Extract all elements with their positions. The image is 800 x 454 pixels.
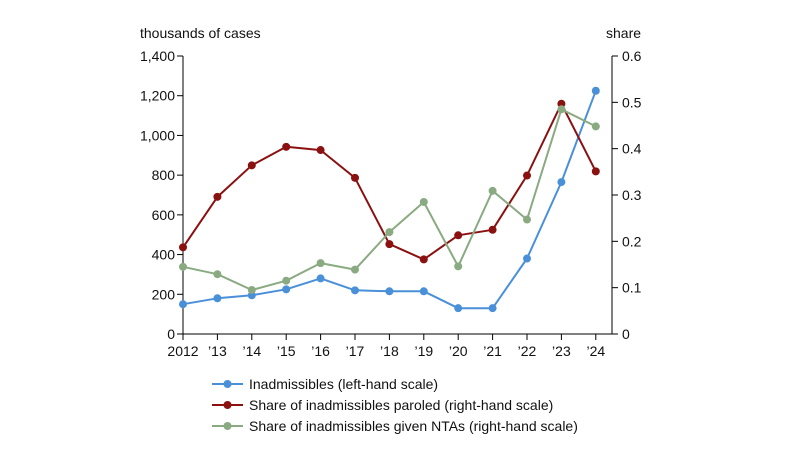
series-layer	[179, 86, 600, 313]
data-point	[351, 286, 359, 295]
legend-label: Share of inadmissibles paroled (right-ha…	[249, 397, 553, 413]
data-point	[591, 167, 600, 176]
data-point	[419, 255, 428, 264]
left-tick-label: 800	[152, 167, 176, 183]
data-point	[316, 274, 325, 283]
right-tick-label: 0.5	[622, 94, 642, 110]
right-tick-label: 0.4	[622, 141, 642, 157]
x-tick-label: ’21	[483, 343, 502, 359]
data-point	[247, 285, 256, 294]
x-tick-label: ’23	[552, 343, 571, 359]
x-tick-label: ’18	[380, 343, 399, 359]
series-3	[179, 105, 600, 294]
data-point	[419, 287, 428, 296]
data-point	[557, 99, 566, 108]
data-point	[247, 161, 256, 170]
x-tick-label: ’14	[242, 343, 261, 359]
data-point	[351, 173, 359, 182]
x-tick-label: ’15	[277, 343, 296, 359]
data-point	[454, 262, 463, 271]
data-point	[523, 254, 531, 263]
data-point	[351, 265, 359, 274]
data-point	[179, 262, 187, 271]
data-point	[179, 300, 187, 309]
right-tick-label: 0.2	[622, 233, 642, 249]
left-axis-title: thousands of cases	[140, 25, 261, 41]
data-point	[179, 243, 187, 252]
left-tick-label: 200	[152, 286, 176, 302]
x-tick-label: ’13	[208, 343, 227, 359]
x-tick-label: ’22	[518, 343, 537, 359]
x-tick-label: ’24	[586, 343, 605, 359]
right-tick-label: 0.1	[622, 280, 642, 296]
x-axis-ticks: 2012 ’13 ’14 ’15 ’16 ’17 ’18 ’19 ’20 ’21 ’22 ’23 ’24	[167, 334, 605, 359]
legend-item: Inadmissibles (left-hand scale)	[212, 376, 438, 392]
legend-swatch-marker	[223, 422, 232, 430]
left-axis-ticks: 0 200 400 600 800 1,000 1,200 1,400	[140, 48, 183, 342]
series-2	[179, 99, 600, 264]
data-point	[213, 270, 222, 279]
legend-label: Share of inadmissibles given NTAs (right…	[249, 418, 578, 434]
data-point	[282, 142, 291, 151]
right-axis-ticks: 0 0.1 0.2 0.3 0.4 0.5 0.6	[612, 48, 642, 342]
data-point	[385, 228, 394, 237]
x-tick-label: ’17	[346, 343, 365, 359]
data-point	[213, 294, 222, 303]
data-point	[488, 186, 497, 195]
data-point	[591, 122, 600, 131]
legend: Inadmissibles (left-hand scale) Share of …	[212, 376, 578, 434]
left-tick-label: 0	[167, 326, 175, 342]
series-line	[182, 108, 597, 291]
x-tick-label: ’16	[311, 343, 330, 359]
data-point	[282, 285, 291, 294]
data-point	[419, 197, 428, 206]
data-point	[454, 231, 463, 240]
data-point	[454, 304, 463, 313]
right-tick-label: 0.6	[622, 48, 642, 64]
series-1	[179, 86, 600, 313]
data-point	[316, 146, 325, 155]
data-point	[213, 192, 222, 201]
data-point	[523, 215, 531, 224]
legend-item: Share of inadmissibles paroled (right-ha…	[212, 397, 553, 413]
x-tick-label: ’19	[414, 343, 433, 359]
right-tick-label: 0	[622, 326, 630, 342]
data-point	[591, 86, 600, 95]
legend-swatch-marker	[223, 380, 232, 388]
data-point	[385, 287, 394, 296]
data-point	[557, 178, 566, 187]
data-point	[316, 259, 325, 268]
left-tick-label: 600	[152, 207, 176, 223]
left-tick-label: 400	[152, 247, 176, 263]
data-point	[488, 304, 497, 313]
data-point	[385, 240, 394, 249]
x-tick-label: 2012	[167, 343, 198, 359]
legend-item: Share of inadmissibles given NTAs (right…	[212, 418, 578, 434]
right-axis-title: share	[606, 25, 641, 41]
left-tick-label: 1,400	[140, 48, 175, 64]
legend-label: Inadmissibles (left-hand scale)	[249, 376, 438, 392]
data-point	[523, 171, 531, 180]
x-tick-label: ’20	[449, 343, 468, 359]
data-point	[557, 105, 566, 114]
right-tick-label: 0.3	[622, 187, 642, 203]
left-tick-label: 1,200	[140, 88, 175, 104]
left-tick-label: 1,000	[140, 127, 175, 143]
data-point	[282, 276, 291, 285]
legend-swatch-marker	[223, 401, 232, 409]
data-point	[488, 225, 497, 234]
